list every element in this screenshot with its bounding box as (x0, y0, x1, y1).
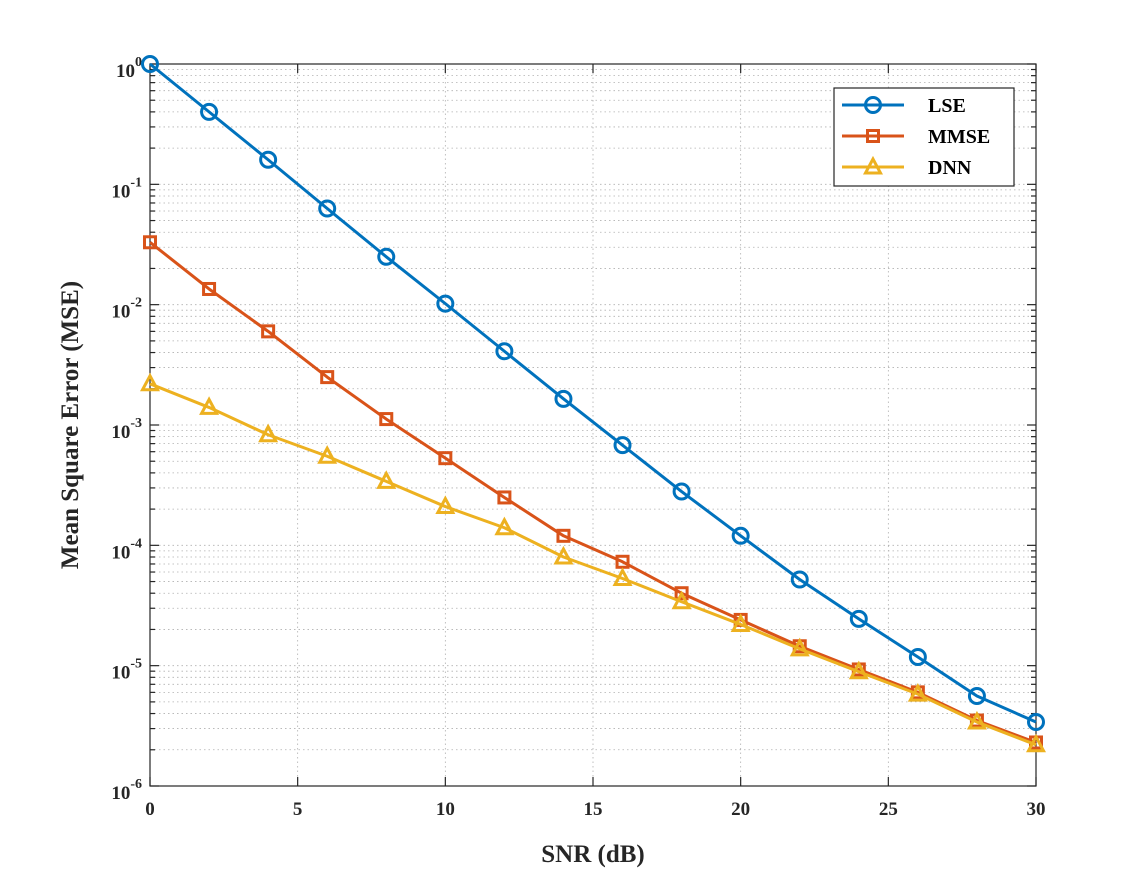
y-axis-label: Mean Square Error (MSE) (57, 281, 84, 569)
data-point-dnn (553, 545, 574, 565)
series-line-lse (149, 62, 1037, 724)
legend: LSE MMSE DNN (833, 87, 1015, 187)
y-tick-label: 10-4 (111, 536, 142, 563)
series-line-mmse (149, 241, 1037, 744)
data-point-dnn (789, 637, 810, 657)
legend-label-mmse: MMSE (928, 126, 990, 148)
data-point-dnn (966, 710, 987, 730)
data-point-dnn (494, 516, 515, 536)
y-tick-label: 10-5 (111, 657, 142, 684)
data-point-lse (377, 247, 396, 266)
data-point-dnn (139, 372, 161, 392)
data-point-lse (200, 102, 219, 121)
data-point-mmse (556, 528, 571, 543)
data-point-lse (259, 150, 278, 169)
legend-marker-dnn (862, 155, 884, 175)
data-point-dnn (671, 590, 692, 610)
data-point-lse (1027, 713, 1045, 732)
data-point-lse (318, 199, 337, 218)
y-tick-label: 10-3 (111, 416, 142, 443)
data-point-lse (613, 436, 632, 455)
y-tick-label: 10-6 (111, 777, 142, 804)
data-point-lse (731, 526, 750, 545)
legend-marker-mmse (866, 129, 880, 143)
data-point-mmse (261, 324, 276, 339)
data-point-mmse (615, 554, 630, 569)
x-axis-tick-labels: 0 5 10 15 20 25 30 (145, 799, 1045, 820)
data-point-dnn (730, 613, 751, 632)
series-lse (141, 55, 1045, 732)
data-point-mmse (497, 490, 512, 505)
data-point-lse (967, 686, 986, 705)
data-point-mmse (143, 235, 157, 250)
data-point-lse (436, 294, 455, 313)
data-point-dnn (1025, 733, 1047, 753)
data-point-dnn (612, 567, 633, 587)
x-tick-label: 10 (436, 799, 455, 820)
y-tick-label: 100 (116, 55, 142, 82)
y-axis-tick-labels: 100 10-1 10-2 10-3 10-4 10-5 10-6 (111, 55, 142, 804)
series-dnn (139, 372, 1047, 753)
data-point-dnn (435, 495, 456, 515)
legend-item-lse: LSE (842, 95, 966, 117)
data-point-lse (908, 648, 927, 667)
data-point-lse (790, 570, 809, 589)
legend-label-lse: LSE (928, 95, 966, 117)
grid (150, 64, 1036, 786)
x-tick-label: 20 (731, 799, 750, 820)
legend-item-mmse: MMSE (842, 126, 990, 148)
y-tick-label: 10-1 (111, 175, 142, 202)
x-tick-label: 15 (584, 799, 603, 820)
data-series (139, 55, 1047, 753)
data-point-lse (672, 482, 691, 501)
data-point-mmse (438, 451, 453, 466)
legend-label-dnn: DNN (928, 157, 972, 179)
x-tick-label: 30 (1027, 799, 1046, 820)
data-point-mmse (379, 412, 394, 427)
data-point-mmse (202, 281, 217, 296)
x-axis-label: SNR (dB) (541, 841, 645, 868)
data-point-mmse (674, 586, 689, 601)
data-point-dnn (848, 660, 869, 680)
series-line-dnn (149, 382, 1037, 747)
data-point-lse (849, 609, 868, 628)
data-point-dnn (317, 445, 338, 464)
axis-ticks (149, 63, 1037, 787)
data-point-mmse (320, 370, 335, 385)
data-point-dnn (376, 470, 397, 489)
data-point-lse (554, 389, 573, 408)
legend-marker-lse (864, 96, 882, 114)
data-point-dnn (258, 423, 279, 443)
legend-item-dnn: DNN (842, 155, 972, 179)
data-point-dnn (199, 396, 220, 415)
data-point-dnn (907, 682, 928, 702)
x-tick-label: 5 (293, 799, 303, 820)
x-tick-label: 0 (145, 799, 155, 820)
data-point-lse (141, 55, 159, 73)
data-point-lse (495, 342, 514, 361)
y-tick-label: 10-2 (111, 296, 142, 323)
x-tick-label: 25 (879, 799, 898, 820)
